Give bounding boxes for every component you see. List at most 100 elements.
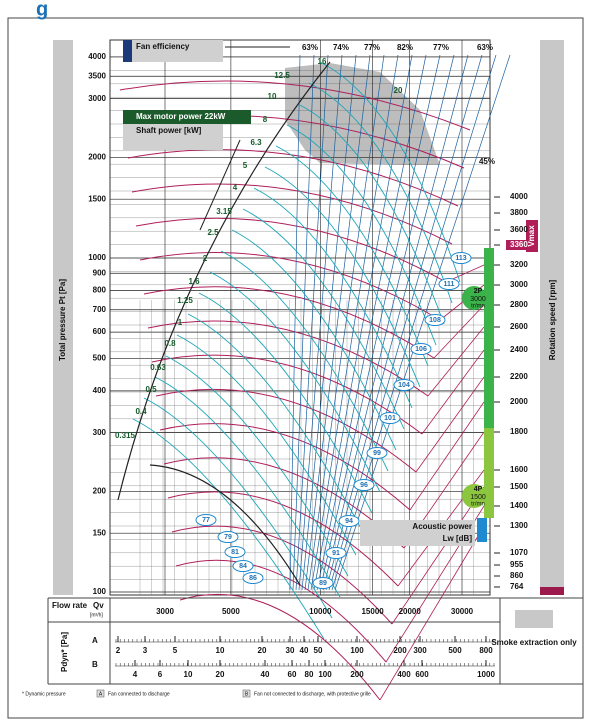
speed-tick-label: 3800	[510, 208, 528, 217]
efficiency-ray	[334, 54, 511, 591]
efficiency-label: 63%	[477, 43, 493, 52]
power-label: 2	[203, 254, 208, 263]
rpm-curve	[147, 320, 429, 397]
rpm-arrow	[421, 349, 485, 435]
foot-dynamic: * Dynamic pressure	[22, 691, 66, 697]
pressure-tick: 500	[93, 354, 107, 363]
pressure-tick: 700	[93, 305, 107, 314]
power-label: 8	[263, 115, 268, 124]
efficiency-ray	[292, 54, 315, 591]
pressure-tick: 2000	[88, 153, 106, 162]
rpm-curve	[119, 80, 471, 131]
speed-tick-label: 2200	[510, 372, 528, 381]
speed-tick-label: 955	[510, 560, 524, 569]
power-label: 4	[233, 183, 238, 192]
db-badge	[393, 379, 415, 391]
flow-tick: 20000	[399, 607, 422, 616]
power-curve	[319, 61, 461, 283]
box-mark	[123, 40, 132, 62]
efficiency-ray	[304, 54, 371, 591]
power-label: 3.15	[216, 207, 232, 216]
acoustic-unit: Lw [dB]	[443, 534, 473, 543]
pressure-tick: 800	[93, 285, 107, 294]
db-label: 96	[360, 482, 368, 489]
shaft-power: Shaft power [kW]	[136, 126, 202, 135]
rpm-curve	[155, 388, 417, 473]
power-label: 0.8	[164, 339, 176, 348]
power-curve	[308, 82, 453, 304]
row-a: A	[92, 636, 98, 645]
scale-label: 20	[258, 646, 267, 655]
rpm-curve	[167, 491, 399, 587]
flow-tick: 5000	[222, 607, 240, 616]
rpm-curve	[139, 252, 441, 321]
rpm-curve	[179, 593, 381, 701]
efficiency-ray	[331, 54, 497, 591]
db-badge	[410, 343, 432, 355]
speed-tick-label: 4000	[510, 192, 528, 201]
pressure-tick: 100	[93, 587, 107, 596]
left-axis-label: Total pressure Pt [Pa]	[58, 279, 67, 361]
speed-tick-label: 2000	[510, 397, 528, 406]
power-curve	[198, 292, 373, 514]
db-badge	[325, 547, 347, 559]
smoke-swatch	[515, 610, 553, 628]
db-label: 94	[345, 518, 353, 525]
speed-band-2p	[484, 248, 494, 428]
efficiency-ray	[301, 54, 357, 591]
power-label: 2.5	[207, 228, 219, 237]
power-curve	[165, 355, 349, 577]
pressure-tick: 900	[93, 268, 107, 277]
speed-tick-label: 2800	[510, 300, 528, 309]
db-badge	[195, 514, 217, 526]
pressure-tick: 1000	[88, 253, 106, 262]
p4: 4P	[474, 486, 483, 493]
db-label: 81	[231, 549, 239, 556]
scale-label: 10	[216, 646, 225, 655]
db-label: 89	[319, 580, 327, 587]
foot-box	[242, 689, 251, 698]
rpm-curve	[159, 423, 411, 511]
power-label: 16	[318, 57, 327, 66]
rpm-arrow	[409, 401, 485, 511]
db-badge	[366, 447, 388, 459]
power-curve	[275, 145, 429, 367]
efficiency-ray	[322, 54, 455, 591]
pressure-tick: 4000	[88, 52, 106, 61]
scale-label: 60	[288, 670, 297, 679]
right-strip	[540, 40, 564, 595]
flow-unit-sub: [m³/h]	[90, 612, 103, 618]
smoke-legend: Smoke extraction only	[491, 638, 577, 647]
foot-b: Fan not connected to discharge, with pro…	[254, 691, 371, 697]
scale-label: 600	[415, 670, 429, 679]
flow-label: Flow rate	[52, 601, 88, 610]
max-motor: Max motor power 22kW	[136, 112, 226, 121]
efficiency-ray	[319, 54, 441, 591]
flow-tick: 3000	[156, 607, 174, 616]
power-label: 6.3	[250, 138, 262, 147]
speed-tick-label: 1400	[510, 501, 528, 510]
db-label: 108	[429, 317, 441, 324]
title: g	[36, 0, 48, 20]
badge-2p	[462, 286, 486, 310]
db-badge	[438, 278, 460, 290]
db-badge	[379, 412, 401, 424]
efficiency-ray	[307, 54, 385, 591]
scale-label: 10	[184, 670, 193, 679]
rpm-curve	[143, 286, 435, 359]
rpm-curve	[175, 559, 387, 663]
db-badge	[450, 252, 472, 264]
speed-tick-label: 3200	[510, 260, 528, 269]
scale-label: 200	[350, 670, 364, 679]
speed-band-4p	[484, 428, 494, 518]
acoustic-band	[477, 518, 487, 542]
power-curve	[297, 103, 445, 325]
speed-tick-label: 1500	[510, 482, 528, 491]
db-label: 86	[249, 575, 257, 582]
db-label: 79	[224, 534, 232, 541]
scale-label: 3	[143, 646, 148, 655]
scale-label: 50	[314, 646, 323, 655]
power-label: 1.25	[177, 296, 193, 305]
power-label: 0.4	[135, 407, 147, 416]
power-label: 5	[243, 161, 248, 170]
